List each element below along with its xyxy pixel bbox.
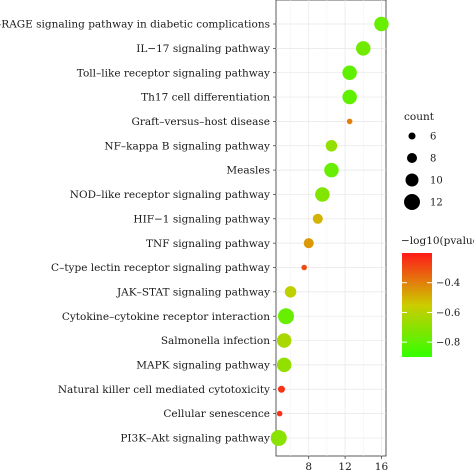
size-legend-dot <box>405 173 419 187</box>
size-legend-label: 6 <box>430 132 436 143</box>
term-label: NOD–like receptor signaling pathway <box>70 189 270 201</box>
size-legend-items: 6 8 10 12 <box>404 132 443 210</box>
data-point <box>276 357 292 373</box>
data-point <box>301 264 307 271</box>
term-label: IL−17 signaling pathway <box>136 43 270 55</box>
term-label: Th17 cell differentiation <box>141 92 270 104</box>
size-legend-dot <box>404 194 420 210</box>
data-point <box>315 187 330 202</box>
term-label: Salmonella infection <box>161 335 270 347</box>
data-point <box>346 118 353 125</box>
data-point <box>342 89 357 105</box>
data-point <box>278 308 294 325</box>
term-label: MAPK signaling pathway <box>136 360 270 372</box>
term-label: Measles <box>226 165 270 177</box>
term-label: NF–kappa B signaling pathway <box>104 140 270 152</box>
data-point <box>276 410 283 417</box>
term-labels: GE–RAGE signaling pathway in diabetic co… <box>0 19 276 445</box>
term-label: Natural killer cell mediated cytotoxicit… <box>58 384 270 396</box>
data-point <box>276 333 292 348</box>
color-legend: −log10(pvalue −0.4 −0.6 −0.8 <box>401 235 474 357</box>
data-points <box>270 16 389 446</box>
term-label: HIF−1 signaling pathway <box>133 213 270 225</box>
x-axis-ticks: 8 12 16 <box>305 456 388 473</box>
data-point <box>284 286 297 298</box>
term-label: C–type lectin receptor signaling pathway <box>51 262 270 274</box>
data-point <box>277 385 285 393</box>
data-point <box>303 238 314 249</box>
colorbar-tick-label: −0.4 <box>436 278 460 289</box>
size-legend-title: count <box>404 111 435 123</box>
data-point <box>342 65 357 80</box>
colorbar-tick-label: −0.8 <box>436 338 460 349</box>
data-point <box>356 41 371 56</box>
colorbar-ticks: −0.4 −0.6 −0.8 <box>402 278 460 349</box>
x-tick-label: 8 <box>305 461 312 473</box>
term-label: Graft–versus–host disease <box>131 116 270 128</box>
data-point <box>324 162 339 178</box>
size-legend-label: 12 <box>430 198 443 209</box>
data-point <box>374 16 389 32</box>
term-label: TNF signaling pathway <box>146 238 270 250</box>
x-tick-label: 16 <box>375 461 389 473</box>
x-tick-label: 12 <box>338 461 351 473</box>
color-legend-title: −log10(pvalue <box>401 235 474 247</box>
size-legend-label: 8 <box>430 154 436 165</box>
term-label: GE–RAGE signaling pathway in diabetic co… <box>0 19 270 31</box>
term-label: JAK–STAT signaling pathway <box>116 286 270 298</box>
term-label: Cellular senescence <box>163 408 270 420</box>
term-label: Cytokine–cytokine receptor interaction <box>62 311 270 323</box>
size-legend-label: 10 <box>430 176 443 187</box>
data-point <box>312 213 323 224</box>
colorbar <box>402 253 432 357</box>
size-legend-dot <box>406 152 418 164</box>
term-label: Toll–like receptor signaling pathway <box>77 67 270 79</box>
data-point <box>270 429 287 446</box>
size-legend: count 6 8 10 12 <box>404 111 443 210</box>
term-label: PI3K–Akt signaling pathway <box>120 433 270 445</box>
plot-panel <box>275 0 387 457</box>
colorbar-tick-label: −0.6 <box>436 308 460 319</box>
data-point <box>325 139 338 152</box>
size-legend-dot <box>408 132 416 140</box>
